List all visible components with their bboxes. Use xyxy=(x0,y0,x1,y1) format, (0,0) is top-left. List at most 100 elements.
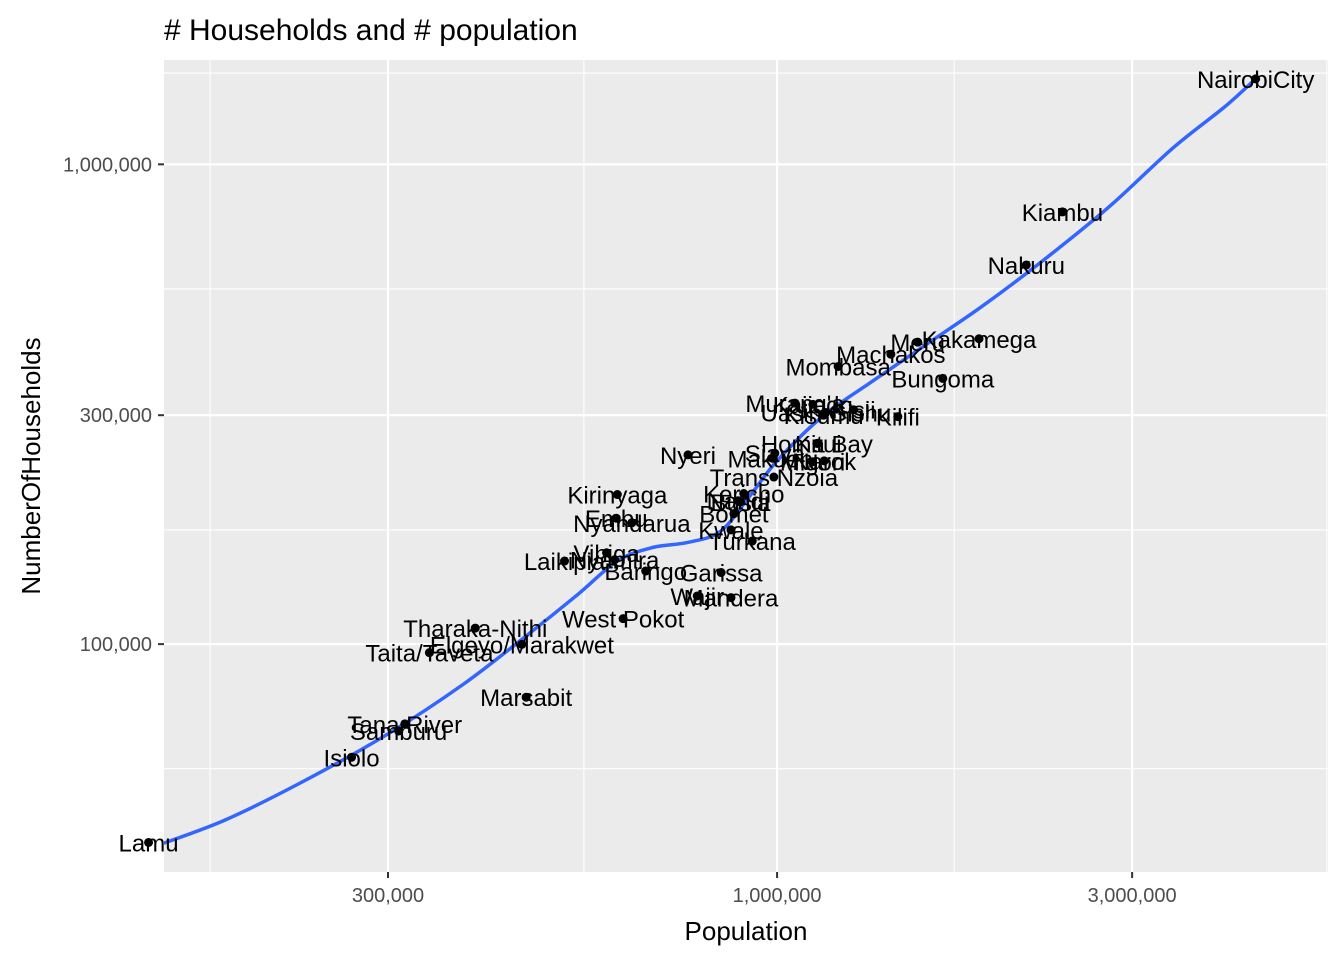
point-embu xyxy=(611,513,621,523)
point-label-nandi: Nandi xyxy=(707,489,770,516)
point-label-kakamega: Kakamega xyxy=(922,327,1037,354)
x-tick-label: 3,000,000 xyxy=(1088,885,1177,907)
point-nairobicity xyxy=(1251,74,1261,84)
y-axis-title: NumberOfHouseholds xyxy=(16,337,46,594)
point-label-narok: Narok xyxy=(792,449,857,476)
point-label-kisii: Kisii xyxy=(832,398,876,425)
y-tick-label: 300,000 xyxy=(80,405,152,427)
point-label-kilifi: Kilifi xyxy=(876,405,920,432)
point-label-kericho: Kericho xyxy=(703,482,784,509)
point-label-meru: Meru xyxy=(890,330,945,357)
point-baringo xyxy=(641,566,651,576)
point-kirinyaga xyxy=(612,490,622,500)
major-gridlines xyxy=(164,60,1328,872)
point-meru xyxy=(913,337,923,347)
point-trans-nzoia xyxy=(769,472,779,482)
point-label-isiolo: Isiolo xyxy=(324,745,380,772)
point-label-homa-bay: Homa Bay xyxy=(761,431,873,458)
point-labels-layer: NairobiCity Kiambu Nakuru KakamegaMeruMacha… xyxy=(119,67,1315,858)
point-lamu xyxy=(144,837,154,847)
point-label-nyeri: Nyeri xyxy=(660,443,716,470)
plot-panel xyxy=(164,60,1328,872)
point-bomet xyxy=(729,509,739,519)
chart-title: # Households and # population xyxy=(164,14,578,47)
y-tick-label: 100,000 xyxy=(80,634,152,656)
point-label-kiambu: Kiambu xyxy=(1022,200,1103,227)
point-west-pokot xyxy=(618,614,628,624)
point-nyamira xyxy=(610,555,620,565)
point-mombasa xyxy=(833,362,843,372)
point-machakos xyxy=(886,349,896,359)
point-kakamega xyxy=(974,334,984,344)
point-label-busia: Busia xyxy=(710,490,771,517)
point-label-kajiado: Kajiado xyxy=(773,392,853,419)
point-vihiga xyxy=(602,548,612,558)
point-label-kwale: Kwale xyxy=(698,518,763,545)
x-axis: 300,000 1,000,000 3,000,000 xyxy=(352,872,1177,907)
point-tharaka-nithi xyxy=(470,623,480,633)
minor-gridlines xyxy=(164,60,1328,872)
point-kisumu xyxy=(819,410,829,420)
point-label-kirinyaga: Kirinyaga xyxy=(567,483,668,510)
point-label-siaya: Siaya xyxy=(745,441,806,468)
point-label-bomet: Bomet xyxy=(699,502,769,529)
point-label-kisumu: Kisumu xyxy=(784,403,864,430)
point-turkana xyxy=(747,536,757,546)
x-tick-label: 300,000 xyxy=(352,885,424,907)
point-label-tana-river: Tana River xyxy=(347,712,462,739)
point-nakuru xyxy=(1021,260,1031,270)
point-isiolo xyxy=(347,752,357,762)
point-label-vihiga: Vihiga xyxy=(573,541,640,568)
point-label-migori: Migori xyxy=(780,450,845,477)
point-label-kitui: Kitui xyxy=(795,431,842,458)
point-marsabit xyxy=(521,692,531,702)
point-label-elgeyo-marakwet: Elgeyo/Marakwet xyxy=(430,632,614,659)
point-migori xyxy=(808,457,818,467)
point-label-bungoma: Bungoma xyxy=(891,366,994,393)
point-laikipia xyxy=(560,556,570,566)
point-label-laikipia: Laikipia xyxy=(524,549,606,576)
y-axis: 100,000 300,000 1,000,000 xyxy=(63,154,164,656)
point-busia xyxy=(736,497,746,507)
point-label-tharaka-nithi: Tharaka-Nithi xyxy=(403,616,547,643)
point-label-murang-a: Murang'a xyxy=(745,391,845,418)
point-label-machakos: Machakos xyxy=(836,342,945,369)
point-elgeyo-marakwet xyxy=(517,639,527,649)
point-nyandarua xyxy=(627,518,637,528)
point-kericho xyxy=(739,489,749,499)
point-label-turkana: Turkana xyxy=(709,529,797,556)
point-wajir xyxy=(692,591,702,601)
point-garissa xyxy=(716,568,726,578)
point-label-nakuru: Nakuru xyxy=(988,253,1065,280)
point-bungoma xyxy=(938,373,948,383)
points-layer xyxy=(144,74,1261,847)
x-tick-label: 1,000,000 xyxy=(733,885,822,907)
point-label-samburu: Samburu xyxy=(350,719,447,746)
point-kiambu xyxy=(1057,207,1067,217)
y-tick-label: 1,000,000 xyxy=(63,154,152,176)
point-makueni xyxy=(768,453,778,463)
point-narok xyxy=(819,456,829,466)
point-label-nairobicity: NairobiCity xyxy=(1197,67,1314,94)
point-label-nyamira: Nyamira xyxy=(570,548,660,575)
point-label-makueni: Makueni xyxy=(727,446,818,473)
point-kajiado xyxy=(808,399,818,409)
point-mandera xyxy=(726,593,736,603)
point-taita-taveta xyxy=(424,648,434,658)
point-label-wajir: Wajir xyxy=(670,584,724,611)
point-kilifi xyxy=(893,412,903,422)
point-label-baringo: Baringo xyxy=(604,559,687,586)
point-label-taita-taveta: Taita/Taveta xyxy=(365,641,494,668)
point-murang-a xyxy=(790,398,800,408)
point-label-embu: Embu xyxy=(585,506,648,533)
x-axis-title: Population xyxy=(685,916,808,946)
point-label-nyandarua: Nyandarua xyxy=(573,511,691,538)
point-label-trans-nzoia: Trans Nzoia xyxy=(710,465,839,492)
point-tana-river xyxy=(400,719,410,729)
point-label-garissa: Garissa xyxy=(680,561,763,588)
point-kisii xyxy=(849,405,859,415)
point-nyeri xyxy=(683,450,693,460)
point-label-mandera: Mandera xyxy=(684,586,779,613)
point-homa-bay xyxy=(812,438,822,448)
